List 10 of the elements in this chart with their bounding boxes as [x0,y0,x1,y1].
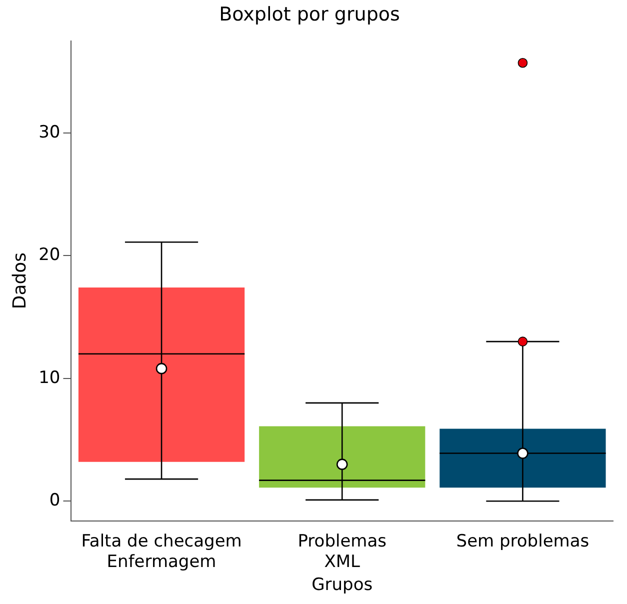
x-tick-label: Problemas XML [298,531,387,572]
x-axis-title: Grupos [312,575,373,596]
y-tick-label: 10 [38,368,60,388]
y-axis-title: Dados [9,252,30,310]
x-tick-label: Falta de checagem Enfermagem [81,531,242,572]
y-tick-label: 0 [49,490,60,511]
x-tick-label: Sem problemas [456,531,590,552]
chart-title: Boxplot por grupos [219,3,400,26]
y-tick-label: 20 [38,245,60,266]
y-tick-label: 30 [38,122,60,142]
